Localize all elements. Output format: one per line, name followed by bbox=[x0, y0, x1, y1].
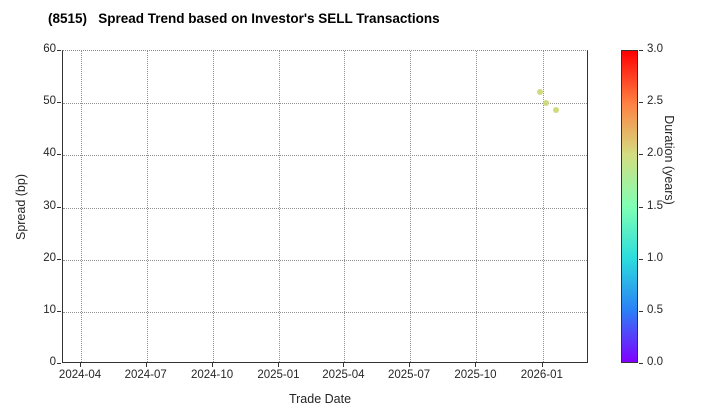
scatter-point-1 bbox=[536, 89, 543, 96]
v-gridline-2025-01 bbox=[279, 51, 281, 362]
x-axis-label: Trade Date bbox=[288, 392, 352, 406]
v-gridline-2025-04 bbox=[344, 51, 346, 362]
colorbar-tick-label-1.5: 1.5 bbox=[647, 199, 663, 212]
colorbar-tick-label-2.5: 2.5 bbox=[647, 95, 663, 108]
y-tick-mark-10 bbox=[57, 310, 61, 312]
y-tick-mark-30 bbox=[57, 206, 61, 208]
colorbar bbox=[621, 50, 638, 363]
y-tick-label-30: 30 bbox=[43, 199, 56, 212]
y-tick-mark-0 bbox=[57, 363, 61, 364]
h-gridline-50 bbox=[63, 103, 587, 105]
x-tick-label-2026-01: 2026-01 bbox=[520, 369, 563, 381]
plot-area bbox=[62, 50, 588, 363]
h-gridline-30 bbox=[63, 207, 587, 209]
colorbar-label: Duration (years) bbox=[662, 115, 676, 205]
x-tick-label-2025-07: 2025-07 bbox=[387, 369, 431, 381]
colorbar-tick-label-1.0: 1.0 bbox=[647, 251, 663, 264]
y-tick-label-60: 60 bbox=[43, 43, 56, 55]
colorbar-tick-label-2.0: 2.0 bbox=[647, 147, 663, 160]
h-gridline-20 bbox=[63, 259, 587, 261]
y-tick-label-10: 10 bbox=[43, 303, 56, 316]
colorbar-tick-mark-1.5 bbox=[639, 206, 643, 208]
colorbar-tick-label-3.0: 3.0 bbox=[647, 43, 663, 55]
colorbar-tick-label-0.5: 0.5 bbox=[647, 303, 663, 316]
colorbar-tick-mark-0.0 bbox=[639, 363, 643, 364]
y-tick-mark-60 bbox=[57, 50, 61, 51]
y-tick-label-0: 0 bbox=[49, 356, 56, 368]
colorbar-tick-label-0.0: 0.0 bbox=[647, 356, 663, 368]
y-axis-label: Spread (bp) bbox=[14, 174, 28, 241]
y-tick-label-20: 20 bbox=[43, 251, 56, 264]
y-tick-label-40: 40 bbox=[43, 147, 56, 160]
x-tick-mark-2024-04 bbox=[80, 363, 82, 367]
y-tick-mark-20 bbox=[57, 258, 61, 260]
scatter-point-2 bbox=[543, 100, 550, 107]
x-tick-mark-2025-10 bbox=[475, 363, 477, 367]
h-gridline-10 bbox=[63, 311, 587, 313]
colorbar-tick-mark-0.5 bbox=[639, 310, 643, 312]
v-gridline-2024-04 bbox=[81, 51, 83, 362]
x-tick-label-2024-07: 2024-07 bbox=[124, 369, 167, 381]
x-tick-label-2024-10: 2024-10 bbox=[190, 369, 234, 381]
x-tick-mark-2026-01 bbox=[541, 363, 543, 367]
x-tick-label-2025-04: 2025-04 bbox=[322, 369, 365, 381]
colorbar-tick-mark-3.0 bbox=[639, 50, 643, 51]
x-tick-mark-2025-01 bbox=[278, 363, 280, 367]
x-tick-label-2024-04: 2024-04 bbox=[58, 369, 102, 381]
x-tick-label-2025-10: 2025-10 bbox=[454, 369, 497, 381]
v-gridline-2025-10 bbox=[476, 51, 478, 362]
v-gridline-2026-01 bbox=[542, 51, 544, 362]
colorbar-tick-mark-2.0 bbox=[639, 154, 643, 156]
x-tick-mark-2025-07 bbox=[409, 363, 411, 367]
y-tick-label-50: 50 bbox=[43, 95, 56, 108]
y-tick-mark-50 bbox=[57, 102, 61, 104]
v-gridline-2024-10 bbox=[213, 51, 215, 362]
colorbar-tick-mark-2.5 bbox=[639, 102, 643, 104]
colorbar-tick-mark-1.0 bbox=[639, 258, 643, 260]
y-tick-mark-40 bbox=[57, 154, 61, 156]
h-gridline-40 bbox=[63, 155, 587, 157]
x-tick-label-2025-01: 2025-01 bbox=[257, 369, 300, 381]
v-gridline-2024-07 bbox=[146, 51, 148, 362]
x-tick-mark-2024-10 bbox=[212, 363, 214, 367]
chart-title: (8515) Spread Trend based on Investor's … bbox=[48, 11, 440, 26]
x-tick-mark-2024-07 bbox=[145, 363, 147, 367]
scatter-point-3 bbox=[552, 106, 559, 113]
x-tick-mark-2025-04 bbox=[343, 363, 345, 367]
v-gridline-2025-07 bbox=[410, 51, 412, 362]
